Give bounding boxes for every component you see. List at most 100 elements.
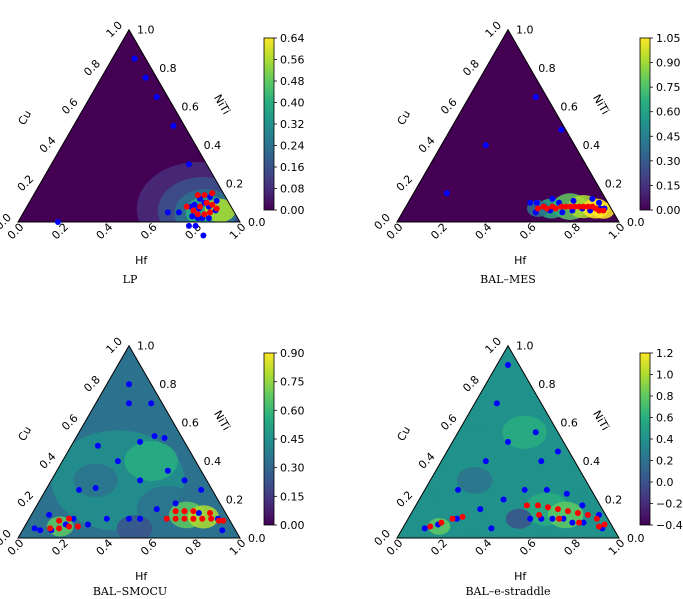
tick-label: 0.6 [59, 96, 81, 118]
blue-point [189, 213, 196, 220]
red-point [567, 203, 574, 210]
tick-label: 0.4 [583, 455, 601, 468]
colorbar-tick-label: 0.90 [280, 347, 305, 360]
blue-point [527, 515, 534, 522]
colorbar-tick-label: 0.00 [656, 204, 681, 217]
colorbar-tick-label: 0.6 [656, 412, 674, 425]
tick-label: 0.6 [560, 101, 578, 114]
blue-point [126, 381, 132, 388]
blue-point [92, 485, 99, 492]
red-point [549, 203, 556, 210]
tick-label: 0.4 [416, 450, 438, 472]
tick-label: 0.8 [159, 378, 177, 391]
blue-point [569, 519, 576, 526]
colorbar-tick-label: 0.60 [656, 106, 681, 119]
blue-point [580, 519, 587, 526]
blue-point [505, 438, 511, 445]
tick-label: 0.2 [605, 178, 623, 191]
tick-label: 0.0 [627, 216, 645, 229]
blue-point [549, 515, 556, 522]
tick-label: 0.8 [460, 57, 482, 79]
colorbar [263, 37, 275, 211]
blue-point [192, 222, 199, 229]
red-point [172, 515, 179, 522]
blue-point [219, 527, 226, 534]
tick-label: 0.2 [226, 494, 244, 507]
red-point [540, 203, 547, 210]
blue-point [94, 442, 101, 449]
tick-label: 0.6 [138, 537, 160, 559]
tick-label: 0.8 [538, 62, 556, 75]
tick-label: 0.8 [183, 221, 205, 243]
axis-label-hf: Hf [135, 254, 148, 267]
blue-point [137, 515, 144, 522]
tick-label: 0.6 [138, 221, 160, 243]
tick-label: 1.0 [516, 24, 534, 37]
blue-point [477, 506, 484, 513]
blue-point [126, 400, 132, 407]
blue-point [137, 438, 144, 445]
red-point [190, 508, 197, 515]
red-point [181, 515, 188, 522]
tick-label: 0.4 [583, 139, 601, 152]
axis-label-hf: Hf [514, 254, 527, 267]
blue-point [198, 486, 205, 493]
red-point [600, 207, 607, 214]
red-point [536, 511, 543, 518]
colorbar [639, 352, 651, 526]
axis-label-cu: Cu [16, 424, 35, 443]
blue-point [455, 486, 462, 493]
blue-point [54, 219, 61, 225]
red-point [194, 211, 201, 218]
red-point [181, 508, 188, 515]
blue-point [443, 190, 450, 197]
red-point [438, 519, 445, 526]
triangle-frame [396, 28, 620, 223]
blue-point [589, 195, 596, 202]
blue-point [521, 486, 528, 493]
tick-label: 0.6 [517, 537, 539, 559]
colorbar-tick-label: 0.00 [280, 519, 305, 532]
panel-caption: LP [123, 273, 138, 286]
red-point [47, 525, 54, 532]
contour-region [502, 415, 547, 449]
blue-point [153, 94, 160, 101]
tick-label: 0.4 [94, 221, 116, 243]
red-point [584, 203, 591, 210]
blue-point [170, 122, 177, 129]
tick-label: 0.8 [81, 373, 103, 395]
tick-label: 0.2 [226, 178, 244, 191]
tick-label: 0.4 [204, 455, 222, 468]
red-point [207, 209, 214, 216]
colorbar-tick-label: 0.15 [280, 490, 305, 503]
tick-label: 0.6 [181, 417, 199, 430]
axis-label-niti: NiTi [590, 408, 612, 432]
blue-point [114, 458, 121, 465]
red-point [574, 510, 581, 517]
panel-caption: BAL–MES [480, 273, 536, 286]
red-point [523, 502, 530, 509]
blue-point [579, 502, 586, 509]
blue-point [205, 215, 212, 222]
blue-point [164, 467, 171, 474]
red-point [56, 517, 63, 524]
tick-label: 0.0 [248, 532, 266, 545]
colorbar-tick-label: 0.0 [656, 476, 674, 489]
contour-base [397, 29, 619, 223]
colorbar-tick-label: 0.08 [280, 183, 305, 196]
blue-point [195, 510, 202, 517]
red-point [459, 513, 466, 520]
tick-label: 0.0 [248, 216, 266, 229]
colorbar-tick-label: 0.48 [280, 75, 305, 88]
blue-point [533, 199, 540, 206]
colorbar-tick-label: 0.24 [280, 140, 305, 153]
blue-point [549, 195, 556, 202]
blue-point [84, 521, 91, 528]
red-point [209, 190, 216, 197]
red-point [580, 203, 587, 210]
tick-label: 0.2 [394, 172, 416, 194]
triangle-frame [17, 28, 241, 223]
colorbar-tick-label: 0.75 [656, 81, 681, 94]
tick-label: 0.8 [538, 378, 556, 391]
